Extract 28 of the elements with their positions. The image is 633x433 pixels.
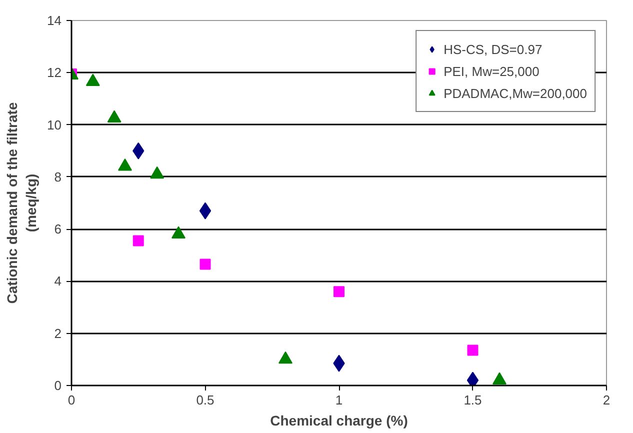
y-tick-label: 4 <box>54 274 62 289</box>
legend-label: PEI, Mw=25,000 <box>444 64 540 78</box>
y-tick-label: 8 <box>54 169 62 184</box>
point <box>150 166 164 179</box>
x-tick-label: 0 <box>68 392 76 408</box>
x-tick-label: 2 <box>602 392 610 408</box>
point <box>86 74 100 86</box>
point <box>199 202 212 220</box>
y-tick-label: 14 <box>47 13 62 28</box>
y-tick-label: 12 <box>47 65 62 80</box>
y-tick-label: 6 <box>54 222 62 237</box>
point <box>467 344 478 356</box>
legend-label: PDADMAC,Mw=200,000 <box>444 86 587 100</box>
x-tick-label: 0.5 <box>196 392 214 408</box>
point <box>118 158 132 171</box>
x-tick-label: 1.5 <box>464 392 482 408</box>
y-tick-label: 2 <box>54 326 62 341</box>
point <box>107 110 122 123</box>
point <box>334 286 344 298</box>
point <box>172 226 186 239</box>
y-axis-title: Cationic demand of the filtrate (meq/kg) <box>4 102 40 304</box>
x-tick-label: 1 <box>335 392 343 408</box>
x-axis-title: Chemical charge (%) <box>270 412 408 428</box>
point <box>132 235 144 246</box>
legend-label: HS-CS, DS=0.97 <box>444 42 542 56</box>
y-tick-label: 10 <box>47 117 62 132</box>
point <box>200 258 211 270</box>
y-tick-label: 0 <box>54 378 62 393</box>
